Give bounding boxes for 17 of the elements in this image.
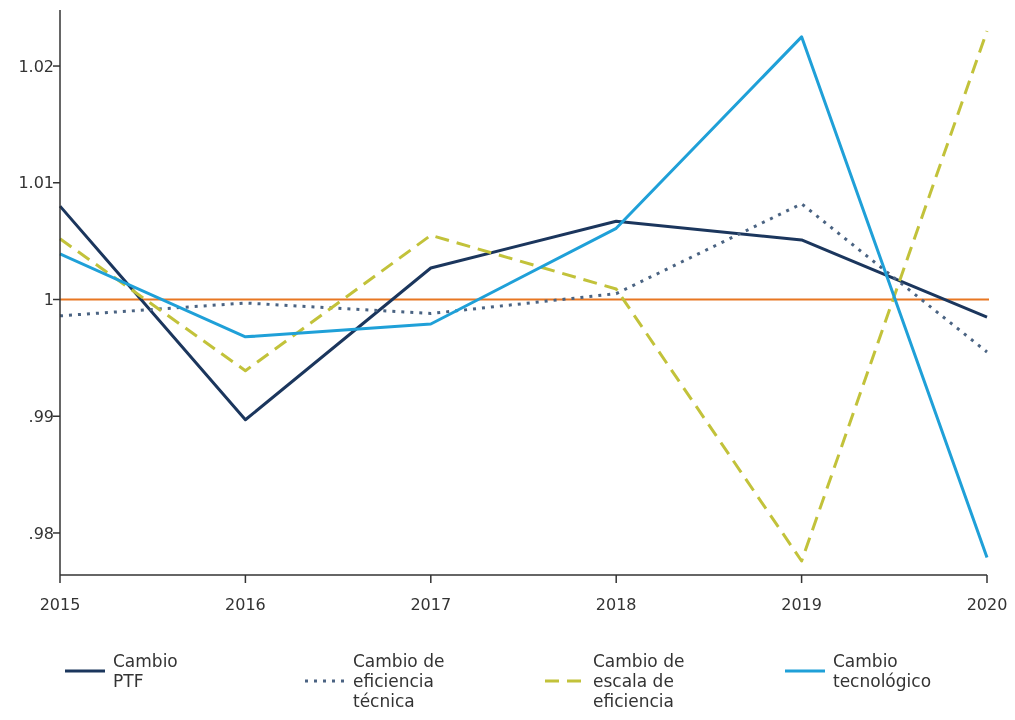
x-tick-label: 2016: [225, 595, 266, 614]
y-tick-label: .98: [28, 523, 54, 543]
x-tick-label: 2017: [410, 595, 452, 614]
x-tick-label: 2020: [966, 595, 1008, 614]
line-series: [58, 204, 989, 422]
x-tick-label: 2019: [781, 595, 822, 614]
line-series: [58, 202, 989, 354]
x-tick-label: 2015: [39, 595, 81, 614]
legend-label: Cambio de eficiencia técnica: [353, 651, 445, 711]
y-tick-label: .99: [28, 406, 54, 426]
legend-label: Cambio tecnológico: [833, 651, 932, 691]
legend-label: Cambio de escala de eficiencia: [593, 651, 685, 711]
x-tick-label: 2018: [595, 595, 637, 614]
legend-label: Cambio PTF: [113, 651, 178, 691]
y-tick-label: 1.01: [18, 173, 54, 193]
y-tick-label: 1.02: [18, 56, 54, 76]
y-tick-label: 1: [43, 290, 54, 310]
